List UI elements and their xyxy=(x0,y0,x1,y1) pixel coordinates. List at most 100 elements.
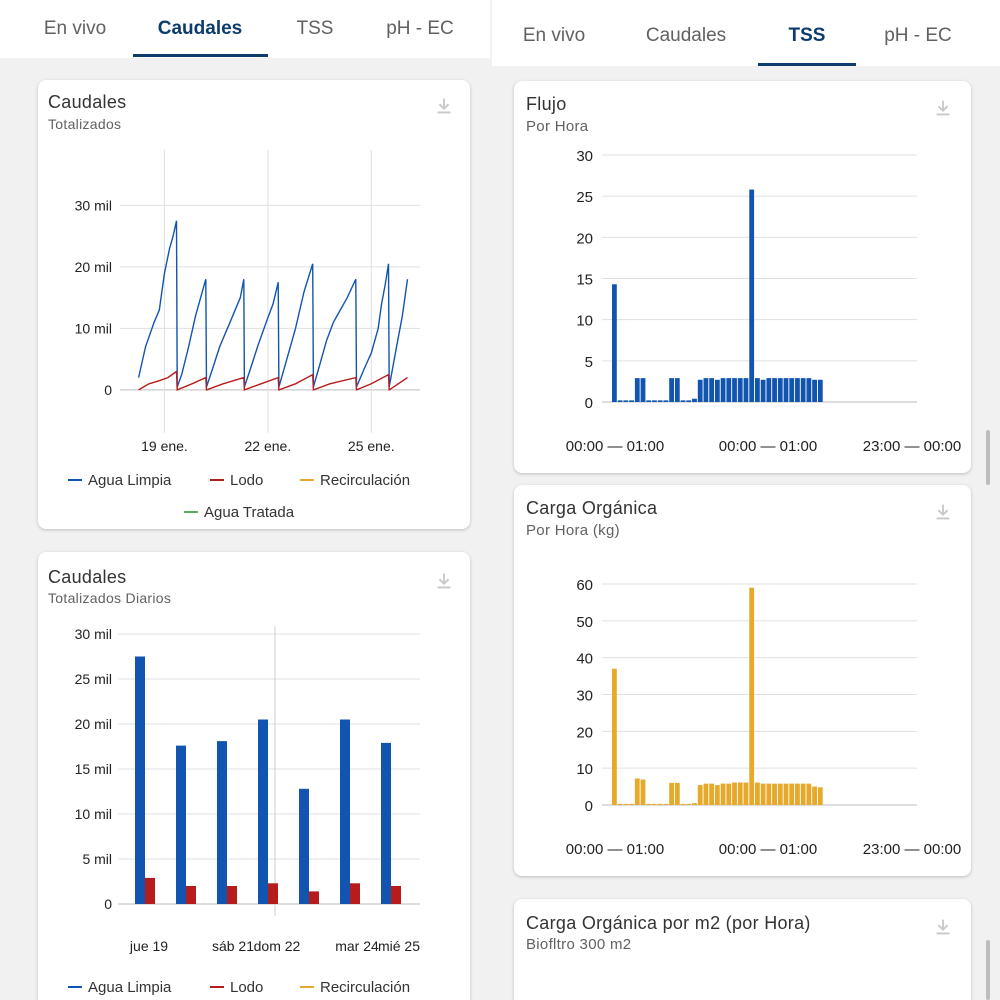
bar xyxy=(640,779,646,805)
legend-recirculacion-label: Recirculación xyxy=(320,472,410,489)
bar xyxy=(749,189,755,402)
bar xyxy=(732,378,737,402)
bar xyxy=(703,378,709,402)
bar xyxy=(760,379,766,402)
y-tick-label: 5 mil xyxy=(82,851,112,867)
bar xyxy=(680,803,686,805)
bar-agua-limpia xyxy=(176,745,186,904)
scrollbar-thumb[interactable] xyxy=(986,430,990,485)
bar xyxy=(669,782,674,805)
caudales-diarios-card: Caudales Totalizados Diarios 0 5 mil 10 mi… xyxy=(38,552,470,1000)
flujo-bar-chart: 0 5 10 15 20 25 30 00:00 — 01:00 00:00 — 01:00 23… xyxy=(566,148,961,455)
tab-caudales[interactable]: Caudales xyxy=(645,25,727,46)
x-tick-label: 00:00 — 01:00 xyxy=(719,438,817,455)
tab-tss[interactable]: TSS xyxy=(788,25,826,46)
bar-lodo xyxy=(268,883,278,904)
x-tick-label: mar 24 xyxy=(335,938,379,954)
y-tick-label: 10 xyxy=(576,313,593,330)
x-tick-label: 00:00 — 01:00 xyxy=(566,841,664,858)
tab-ph-ec[interactable]: pH - EC xyxy=(884,25,952,46)
bar-lodo xyxy=(186,886,196,904)
bar xyxy=(772,378,777,402)
tab-en-vivo[interactable]: En vivo xyxy=(522,25,586,46)
bar xyxy=(737,378,743,402)
y-tick-label: 50 xyxy=(576,614,593,631)
tab-ph-ec[interactable]: pH - EC xyxy=(386,18,454,39)
y-tick-label: 25 xyxy=(576,189,593,206)
bar xyxy=(612,284,617,402)
y-tick-label: 10 xyxy=(576,761,593,778)
bar xyxy=(755,378,760,402)
y-tick-label: 10 mil xyxy=(75,320,112,336)
bar xyxy=(623,400,629,402)
left-panel: En vivo Caudales TSS pH - EC Caudales To… xyxy=(0,0,490,1000)
x-tick-label: 23:00 — 00:00 xyxy=(863,841,961,858)
bar xyxy=(714,785,720,805)
download-icon[interactable] xyxy=(932,916,954,938)
bar xyxy=(812,786,817,805)
bar-agua-limpia xyxy=(340,719,350,904)
bar xyxy=(663,400,669,402)
bar-agua-limpia xyxy=(135,656,145,904)
legend-recirculacion-label: Recirculación xyxy=(320,979,410,996)
y-tick-label: 15 xyxy=(576,272,593,289)
x-tick-label: 23:00 — 00:00 xyxy=(863,438,961,455)
active-tab-indicator xyxy=(133,54,268,57)
bar-agua-limpia xyxy=(217,741,227,904)
bar xyxy=(783,783,789,805)
bar-lodo xyxy=(391,886,401,904)
series-line-agua-limpia xyxy=(137,220,409,388)
download-icon[interactable] xyxy=(433,95,455,117)
y-tick-label: 60 xyxy=(576,577,593,594)
x-tick-label: 00:00 — 01:00 xyxy=(566,438,664,455)
bar xyxy=(669,378,674,402)
bar xyxy=(795,378,800,402)
scrollbar-thumb[interactable] xyxy=(986,940,990,1000)
bar xyxy=(783,378,789,402)
bar xyxy=(692,803,697,805)
bar xyxy=(766,783,772,805)
bar xyxy=(657,400,663,402)
bar xyxy=(795,783,800,805)
tab-en-vivo[interactable]: En vivo xyxy=(43,18,107,39)
x-tick-label: 19 ene. xyxy=(141,438,188,454)
bar xyxy=(646,803,652,805)
bar-lodo xyxy=(227,886,237,904)
bar xyxy=(709,783,715,805)
y-tick-label: 5 xyxy=(585,354,593,371)
x-tick-label: 22 ene. xyxy=(245,438,292,454)
y-tick-label: 0 xyxy=(585,395,593,412)
bar xyxy=(686,803,692,805)
tab-tss[interactable]: TSS xyxy=(296,18,334,39)
download-icon[interactable] xyxy=(932,501,954,523)
download-icon[interactable] xyxy=(932,97,954,119)
bar xyxy=(743,782,749,805)
flujo-card: Flujo Por Hora 0 5 10 15 20 25 30 00:00 — 01:00… xyxy=(514,81,971,473)
download-icon[interactable] xyxy=(433,570,455,592)
bar xyxy=(623,803,629,805)
y-tick-label: 0 xyxy=(104,382,112,398)
y-tick-label: 30 xyxy=(576,148,593,165)
bar xyxy=(806,783,812,805)
bar xyxy=(777,378,783,402)
y-tick-label: 20 mil xyxy=(75,259,112,275)
bar xyxy=(800,378,806,402)
y-tick-label: 20 xyxy=(576,724,593,741)
bar-agua-limpia xyxy=(381,742,391,904)
bar xyxy=(812,379,817,402)
bar xyxy=(697,785,703,805)
bar xyxy=(766,378,772,402)
bar xyxy=(680,400,686,402)
bar xyxy=(634,378,640,402)
y-tick-label: 0 xyxy=(585,798,593,815)
bar xyxy=(646,400,652,402)
tab-caudales[interactable]: Caudales xyxy=(157,18,243,39)
card-title: Carga Orgánica por m2 (por Hora) xyxy=(526,913,811,933)
x-tick-label: dom 22 xyxy=(254,938,301,954)
bar xyxy=(709,378,715,402)
bar xyxy=(686,400,692,402)
y-tick-label: 0 xyxy=(104,896,112,912)
active-tab-indicator xyxy=(758,63,856,66)
left-tab-bar: En vivo Caudales TSS pH - EC xyxy=(0,0,490,58)
y-tick-label: 15 mil xyxy=(75,761,112,777)
